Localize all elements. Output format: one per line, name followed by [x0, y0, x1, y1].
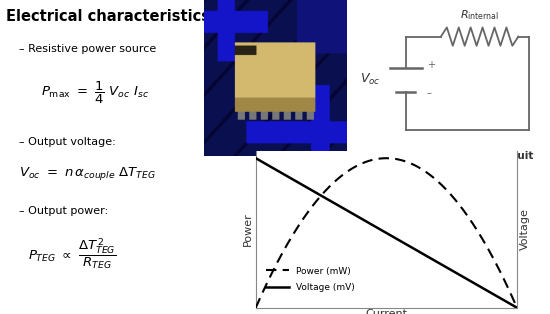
Text: $V_{oc}\ =\ n\,\alpha_{couple}\ \Delta T_{TEG}$: $V_{oc}\ =\ n\,\alpha_{couple}\ \Delta T… — [19, 165, 156, 182]
Text: +: + — [427, 60, 435, 70]
Text: –: – — [427, 88, 432, 98]
Text: $R_{\rm internal}$: $R_{\rm internal}$ — [460, 8, 499, 22]
Text: – Output power:: – Output power: — [19, 206, 108, 216]
Text: Electrical characteristics: Electrical characteristics — [6, 9, 210, 24]
Text: $P_{\mathrm{max}}\ =\ \dfrac{1}{4}\ V_{oc}\ I_{sc}$: $P_{\mathrm{max}}\ =\ \dfrac{1}{4}\ V_{o… — [41, 80, 149, 106]
Text: $V_{oc}$: $V_{oc}$ — [360, 72, 381, 87]
Y-axis label: Power: Power — [243, 212, 253, 246]
Legend: Power (mW), Voltage (mV): Power (mW), Voltage (mV) — [263, 263, 359, 295]
Text: – Resistive power source: – Resistive power source — [19, 44, 157, 54]
Text: TEG Equivalent Circuit: TEG Equivalent Circuit — [402, 151, 533, 161]
X-axis label: Current: Current — [365, 309, 408, 314]
Text: $P_{TEG}\ \propto\ \dfrac{\Delta T_{TEG}^{\,2}}{R_{TEG}}$: $P_{TEG}\ \propto\ \dfrac{\Delta T_{TEG}… — [28, 237, 116, 272]
Text: – Output voltage:: – Output voltage: — [19, 137, 116, 147]
Y-axis label: Voltage: Voltage — [520, 208, 530, 250]
